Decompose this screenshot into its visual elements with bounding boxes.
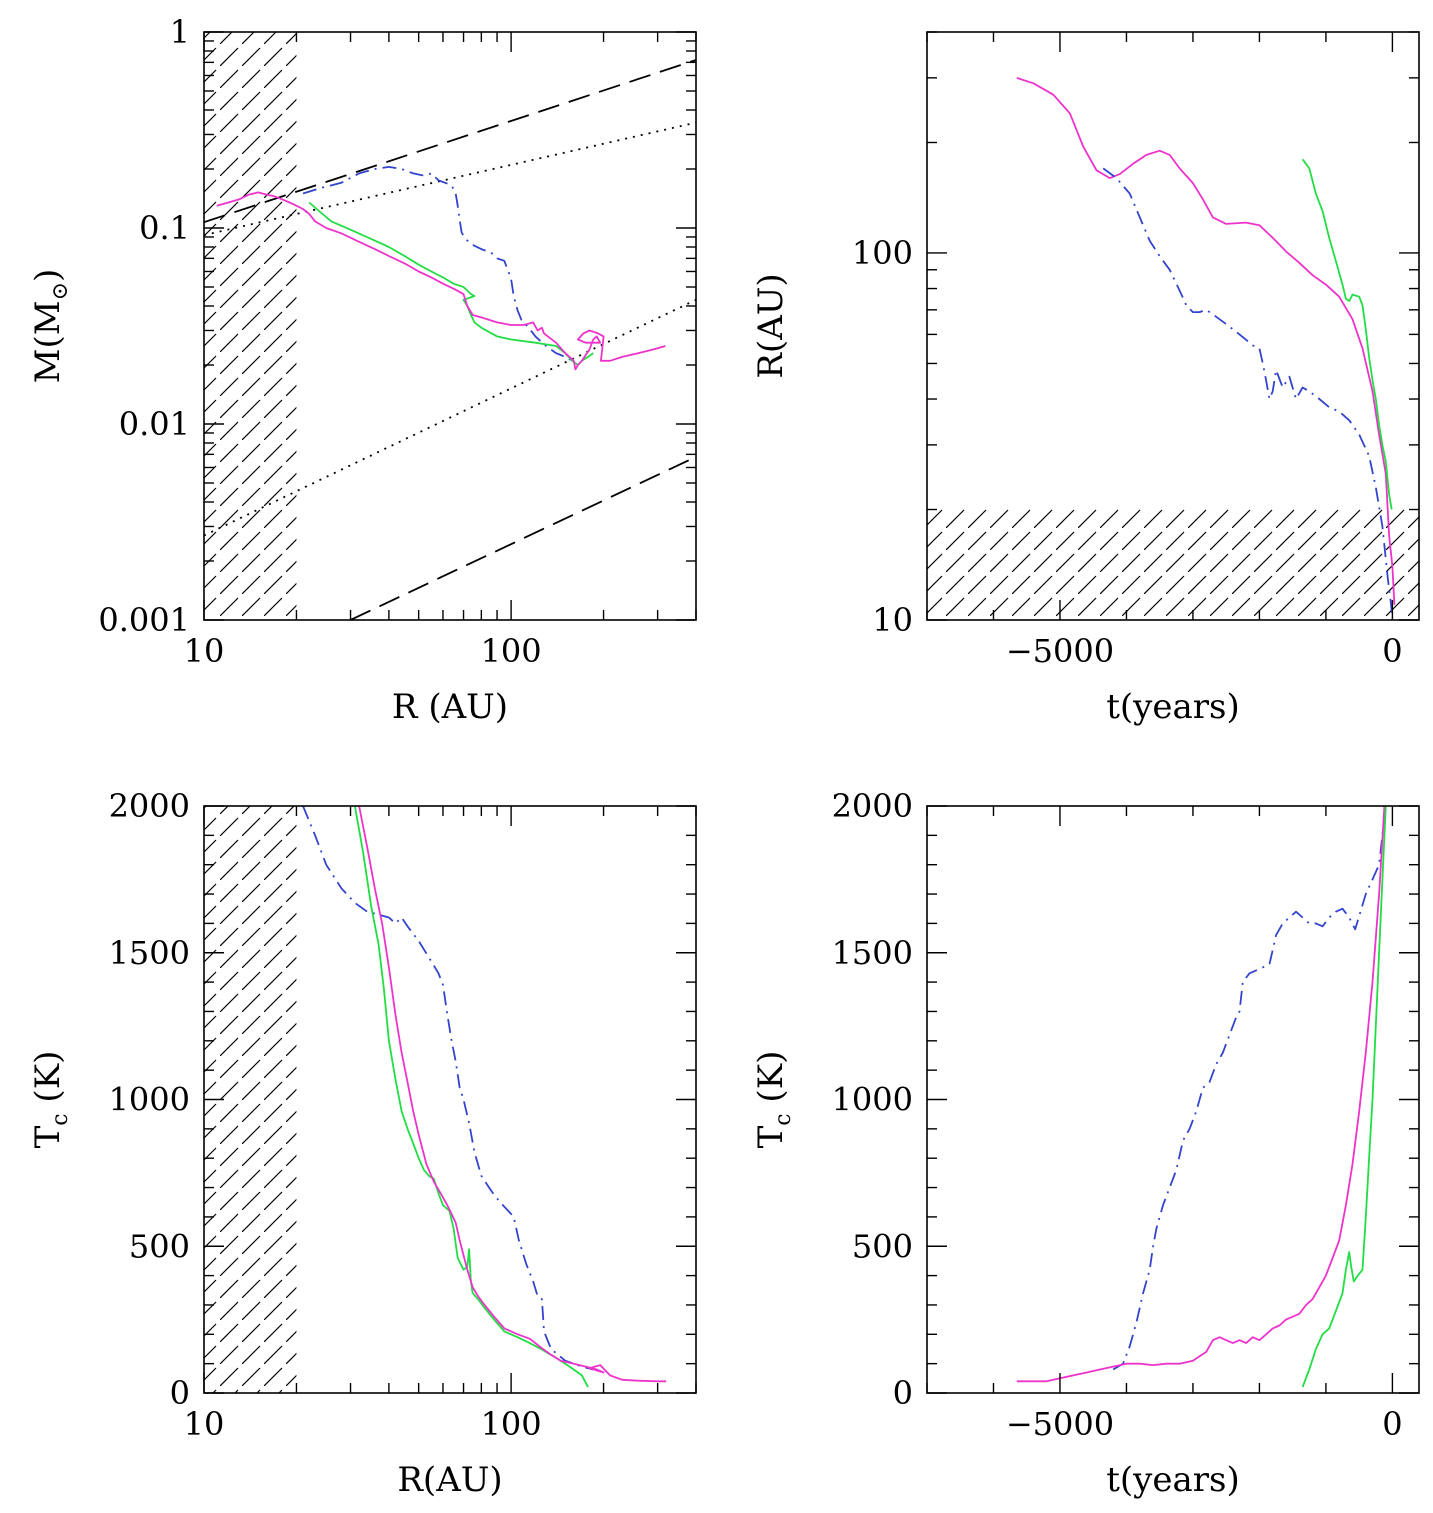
y-axis-label: M(M⊙) [28,269,73,384]
series-line-green-solid [1301,158,1393,510]
y-tick-label: 2000 [109,787,190,825]
plot-frame [926,31,1420,621]
series-group [1016,806,1387,1388]
y-axis-label-main: T [28,1125,68,1148]
panel-mass-vs-radius: 10 100 1 0.1 0.01 0.001 R (AU) M(M⊙) [28,13,697,727]
plot-frame [926,805,1420,1394]
x-axis-label: R(AU) [397,1460,502,1500]
series-line-blue-dash-dot [302,806,594,1371]
y-axis-label-tail: (K) [28,1051,68,1114]
series-line-blue-dash-dot [1112,806,1387,1371]
y-tick-label: 1000 [109,1081,190,1119]
series-line-dashed-lower [350,455,696,620]
plot-frame [203,31,697,621]
tick-marks [203,805,697,1394]
x-tick-label: −5000 [1006,632,1114,670]
y-tick-label: 100 [852,234,913,272]
series-line-green-solid [354,806,589,1388]
panel-temperature-vs-time: −5000 0 2000 1500 1000 500 0 t(years) Tc (K) [751,787,1420,1500]
panel-temperature-vs-radius: 10 100 2000 1500 1000 500 0 R(AU) Tc (K) [28,787,697,1500]
y-tick-label: 0 [170,1374,190,1412]
x-tick-label: 0 [1382,632,1402,670]
x-axis-label: t(years) [1106,687,1240,727]
series-line-dotted-lower [204,298,696,537]
hatched-excluded-region [204,32,297,620]
y-tick-label: 500 [852,1227,913,1265]
y-tick-label: 0 [893,1374,913,1412]
series-group [204,59,696,620]
panel-radius-vs-time: −5000 0 100 10 t(years) R(AU) [751,31,1420,727]
x-tick-label: 100 [481,1405,542,1443]
x-tick-label: 10 [184,632,225,670]
y-axis-label-tail: ) [28,269,68,282]
x-tick-label: −5000 [1006,1405,1114,1443]
y-tick-label: 0.1 [139,209,190,247]
y-axis-label-tail: (K) [751,1051,791,1114]
x-axis-label: t(years) [1106,1460,1240,1500]
series-line-green-solid [308,201,594,366]
series-line-magenta-solid [358,806,667,1383]
y-axis-label: Tc (K) [28,1051,73,1149]
y-axis-label-main: T [751,1125,791,1148]
y-tick-label: 10 [872,601,913,639]
y-axis-label-main: R(AU) [751,273,791,378]
y-tick-label: 1000 [832,1081,913,1119]
tick-marks [203,31,697,621]
series-group [1016,77,1396,620]
hatched-excluded-region [927,509,1419,620]
series-line-magenta-solid [216,191,666,371]
y-axis-label-sub: c [771,1113,796,1125]
y-tick-label: 2000 [832,787,913,825]
y-axis-label: R(AU) [751,273,791,378]
tick-marks [926,31,1419,621]
y-tick-label: 0.001 [98,601,190,639]
y-axis-label-sub: ⊙ [48,282,73,300]
y-tick-label: 500 [129,1227,190,1265]
tick-marks [926,805,1419,1394]
y-axis-label-sub: c [48,1113,73,1125]
series-line-green-solid [1301,806,1387,1388]
y-tick-label: 0.01 [119,405,190,443]
y-axis-label-main: M(M [28,300,68,383]
y-tick-label: 1500 [109,934,190,972]
series-line-magenta-solid [1016,77,1396,605]
series-line-magenta-solid [1016,806,1386,1383]
x-tick-label: 0 [1382,1405,1402,1443]
series-group [302,806,667,1388]
x-tick-label: 10 [184,1405,225,1443]
series-line-blue-dash-dot [302,166,573,362]
x-tick-label: 100 [481,632,542,670]
series-line-dashed-upper [204,59,696,224]
y-axis-label: Tc (K) [751,1051,796,1149]
y-tick-label: 1500 [832,934,913,972]
y-tick-label: 1 [170,13,190,51]
x-axis-label: R (AU) [392,687,508,727]
